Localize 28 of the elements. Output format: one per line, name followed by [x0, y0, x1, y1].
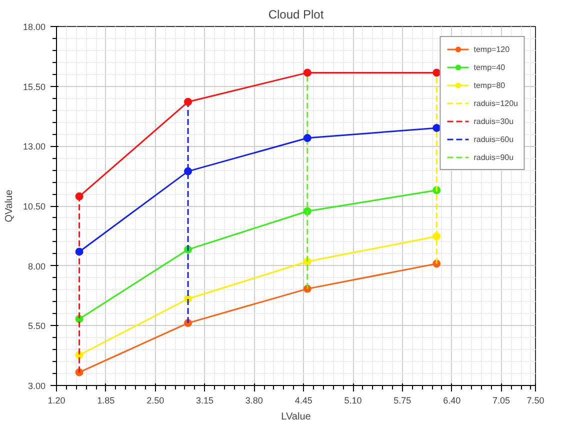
- x-tick-label: 7.05: [492, 396, 510, 406]
- x-tick-label: 6.40: [443, 396, 461, 406]
- x-tick-label: 7.50: [526, 396, 544, 406]
- x-tick-label: 5.10: [344, 396, 362, 406]
- y-tick-label: 13.00: [22, 142, 46, 152]
- legend-label: raduis=120u: [474, 98, 518, 108]
- x-tick-label: 1.85: [97, 396, 115, 406]
- y-tick-label: 5.50: [28, 321, 46, 332]
- y-tick-label: 3.00: [28, 381, 46, 391]
- y-axis-title: QValue: [4, 189, 15, 222]
- legend-label: temp=40: [474, 62, 506, 72]
- x-tick-label: 3.80: [245, 396, 263, 406]
- legend-label: raduis=90u: [474, 152, 514, 162]
- chart-title: Cloud Plot: [268, 8, 324, 22]
- x-tick-label: 4.45: [294, 396, 312, 406]
- y-tick-label: 18.00: [22, 22, 46, 32]
- y-tick-label: 15.50: [22, 82, 46, 92]
- x-tick-label: 1.20: [48, 396, 66, 406]
- y-tick-label: 10.50: [22, 202, 46, 212]
- legend-label: raduis=60u: [474, 134, 514, 144]
- x-axis-title: LValue: [281, 412, 312, 422]
- x-tick-label: 2.50: [146, 396, 164, 406]
- legend-label: temp=80: [474, 80, 506, 90]
- legend-label: temp=120: [474, 44, 510, 54]
- y-tick-label: 8.00: [28, 261, 46, 272]
- x-tick-label: 5.75: [394, 396, 412, 406]
- x-tick-label: 3.15: [196, 396, 214, 406]
- legend-label: raduis=30u: [474, 116, 514, 126]
